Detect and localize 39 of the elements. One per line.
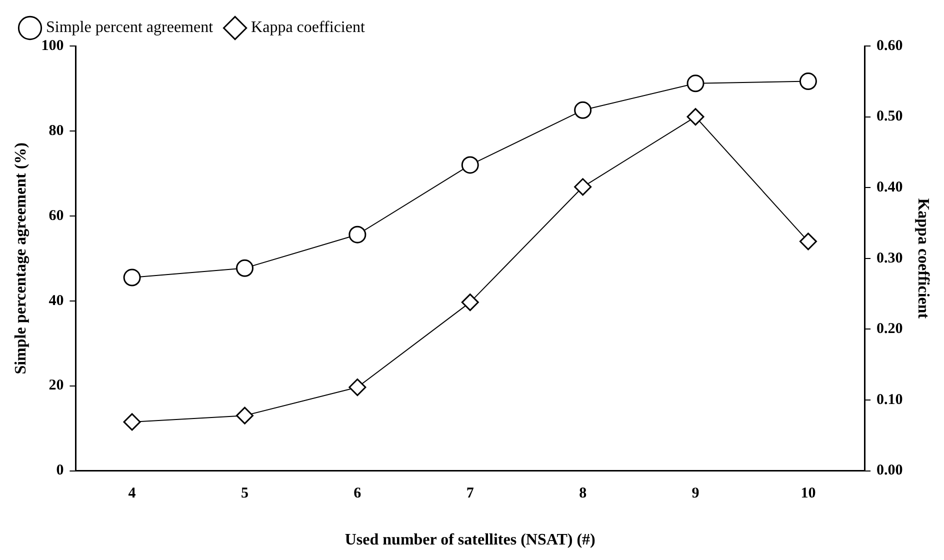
y2-tick-label: 0.60 <box>876 38 903 54</box>
x-tick-label: 4 <box>128 486 136 502</box>
y-tick-label: 0 <box>56 462 64 479</box>
point <box>461 156 479 174</box>
y-tick-label: 60 <box>48 208 64 224</box>
point <box>236 259 254 277</box>
point <box>461 294 479 312</box>
legend-label: Simple percent agreement <box>46 19 214 36</box>
point <box>686 74 704 92</box>
x-tick-label: 9 <box>692 486 700 502</box>
y2-tick-label: 0.40 <box>876 179 903 196</box>
y2-tick-label: 0.50 <box>876 108 903 125</box>
y-tick-label: 80 <box>48 122 64 139</box>
y2-tick-label: 0.10 <box>876 392 903 408</box>
x-axis-title: Used number of satellites (NSAT) (#) <box>344 532 596 549</box>
y-tick-label: 100 <box>41 38 64 54</box>
legend-label: Kappa coefficient <box>251 19 366 36</box>
point <box>236 406 254 424</box>
y-tick-label: 20 <box>48 378 64 394</box>
x-tick-label: 5 <box>240 486 248 502</box>
point <box>799 232 817 250</box>
y2-tick-label: 0.20 <box>876 321 903 338</box>
y2-tick-label: 0.00 <box>876 462 903 479</box>
point <box>348 378 366 396</box>
y2-tick-label: 0.30 <box>876 250 903 266</box>
point <box>686 108 704 126</box>
point <box>574 101 592 119</box>
x-tick-label: 8 <box>579 486 587 502</box>
x-tick-label: 6 <box>354 486 362 502</box>
point <box>348 226 366 244</box>
point <box>123 268 141 286</box>
point <box>799 72 817 90</box>
point <box>123 413 141 431</box>
x-tick-label: 10 <box>800 486 816 502</box>
y-axis-title: Simple percentage agreement (%) <box>12 142 30 374</box>
y2-axis-title: Kappa coefficient <box>914 198 932 320</box>
x-tick-label: 7 <box>466 486 474 502</box>
point <box>574 178 592 196</box>
y-tick-label: 40 <box>48 292 64 309</box>
